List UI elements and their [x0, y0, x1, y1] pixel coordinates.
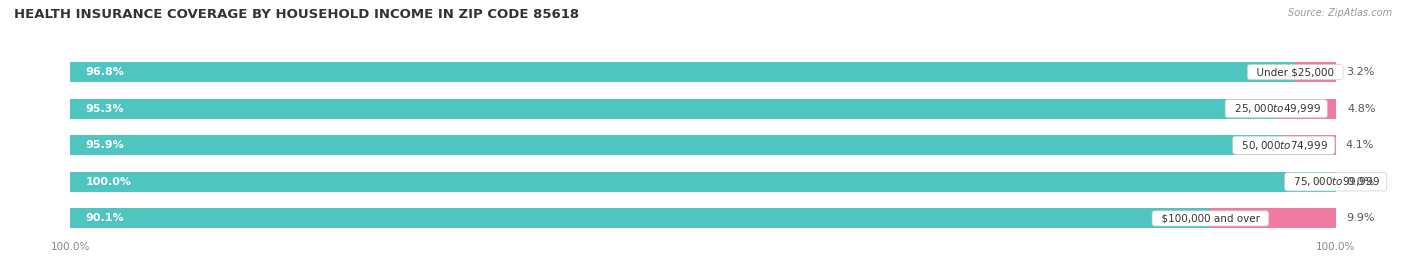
Bar: [1284, 135, 1336, 155]
Text: 0.0%: 0.0%: [1346, 177, 1374, 187]
Text: 4.1%: 4.1%: [1346, 140, 1374, 150]
Bar: [1211, 208, 1336, 228]
Bar: [1277, 99, 1337, 119]
Text: Under $25,000: Under $25,000: [1250, 67, 1340, 77]
Bar: [70, 99, 1336, 119]
Bar: [70, 208, 1336, 228]
Bar: [1295, 62, 1336, 82]
Text: 3.2%: 3.2%: [1346, 67, 1374, 77]
Bar: [70, 135, 1336, 155]
Bar: [70, 208, 1211, 228]
Bar: [70, 172, 1336, 192]
Bar: [70, 62, 1295, 82]
Text: 95.9%: 95.9%: [86, 140, 124, 150]
Text: 9.9%: 9.9%: [1346, 213, 1374, 224]
Bar: [70, 99, 1277, 119]
Text: 96.8%: 96.8%: [86, 67, 124, 77]
Text: 95.3%: 95.3%: [86, 104, 124, 114]
Bar: [70, 62, 1336, 82]
Text: Source: ZipAtlas.com: Source: ZipAtlas.com: [1288, 8, 1392, 18]
Bar: [70, 135, 1284, 155]
Text: $50,000 to $74,999: $50,000 to $74,999: [1236, 139, 1333, 152]
Text: 100.0%: 100.0%: [86, 177, 132, 187]
Text: $75,000 to $99,999: $75,000 to $99,999: [1288, 175, 1384, 188]
Text: 4.8%: 4.8%: [1347, 104, 1375, 114]
Text: $25,000 to $49,999: $25,000 to $49,999: [1227, 102, 1324, 115]
Bar: [70, 172, 1336, 192]
Text: HEALTH INSURANCE COVERAGE BY HOUSEHOLD INCOME IN ZIP CODE 85618: HEALTH INSURANCE COVERAGE BY HOUSEHOLD I…: [14, 8, 579, 21]
Text: $100,000 and over: $100,000 and over: [1154, 213, 1267, 224]
Text: 90.1%: 90.1%: [86, 213, 124, 224]
